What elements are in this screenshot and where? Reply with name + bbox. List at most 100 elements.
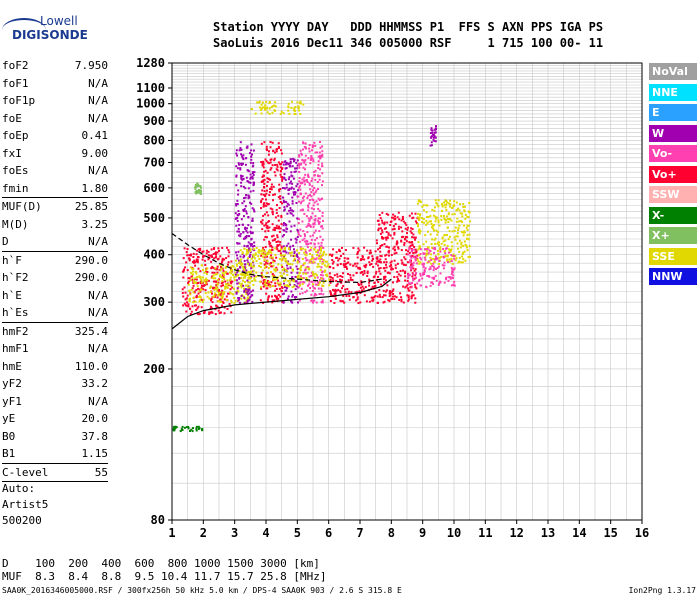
echo-point [411,241,414,243]
echo-point [370,263,373,265]
echo-point [418,228,421,231]
echo-point [406,283,409,286]
echo-point [461,215,464,218]
echo-point [322,281,325,284]
echo-point [444,239,447,242]
echo-point [279,274,282,277]
echo-point [220,267,223,270]
echo-point [310,257,313,260]
echo-point [344,265,347,268]
echo-point [286,273,289,276]
echo-point [197,256,200,259]
echo-point [275,227,278,230]
echo-point [445,209,448,211]
echo-point [244,263,247,266]
echo-point [411,294,414,297]
param-name: MUF(D) [2,200,42,213]
echo-point [219,255,222,258]
echo-point [426,253,429,256]
echo-point [278,284,281,287]
echo-point [361,258,364,261]
echo-point [246,250,248,253]
echo-point [197,248,200,251]
echo-point [241,274,244,277]
echo-point [452,277,454,280]
echo-point [190,288,193,291]
echo-point [220,275,223,278]
echo-point [220,295,223,298]
echo-point [209,287,212,289]
echo-point [401,230,404,233]
echo-point [452,255,455,258]
echo-point [447,276,450,279]
echo-point [251,219,254,222]
echo-point [225,265,228,268]
echo-cluster [234,141,256,304]
echo-point [261,273,264,276]
echo-point [333,289,336,292]
echo-point [286,264,289,267]
echo-point [187,427,190,430]
echo-point [379,245,382,247]
echo-point [285,183,288,186]
echo-point [190,275,193,278]
echo-point [196,285,199,288]
echo-point [241,202,244,205]
echo-point [419,213,422,216]
echo-point [271,208,274,211]
echo-point [419,214,421,217]
echo-point [286,284,289,287]
echo-point [425,240,428,243]
echo-point [195,309,198,311]
echo-point [296,101,299,104]
echo-point [388,292,391,295]
echo-point [232,265,235,268]
echo-point [246,169,249,172]
echo-point [421,205,424,208]
echo-point [394,264,397,267]
echo-point [266,260,269,263]
echo-point [256,101,259,104]
echo-point [192,256,195,258]
echo-point [394,248,397,251]
echo-point [264,264,267,267]
param-name: D [2,235,9,248]
echo-point [302,103,305,106]
echo-point [314,239,317,242]
echo-point [278,243,281,246]
echo-point [296,261,299,264]
echo-point [365,263,368,266]
echo-point [461,261,464,264]
echo-point [452,253,455,256]
echo-point [197,189,200,192]
echo-point [393,259,396,262]
echo-point [419,253,422,255]
echo-point [195,294,198,297]
echo-point [225,283,227,286]
echo-point [310,274,313,277]
echo-point [284,269,287,271]
echo-point [205,252,208,255]
echo-point [245,194,248,196]
echo-point [280,264,283,267]
echo-point [216,306,219,309]
echo-point [276,248,279,251]
echo-point [255,271,258,274]
echo-point [262,214,265,217]
echo-point [266,171,269,174]
echo-point [211,292,213,295]
echo-point [314,246,317,249]
echo-point [430,144,433,147]
echo-point [316,283,319,286]
echo-point [271,301,274,304]
echo-point [287,192,290,195]
echo-point [310,180,313,182]
echo-point [424,252,427,255]
x-tick-label: 16 [635,526,649,540]
echo-point [218,300,221,303]
echo-point [346,288,349,290]
echo-point [303,176,306,179]
param-m-d-: M(D) 3.25 [2,216,108,234]
echo-point [284,250,287,253]
echo-point [200,281,203,284]
